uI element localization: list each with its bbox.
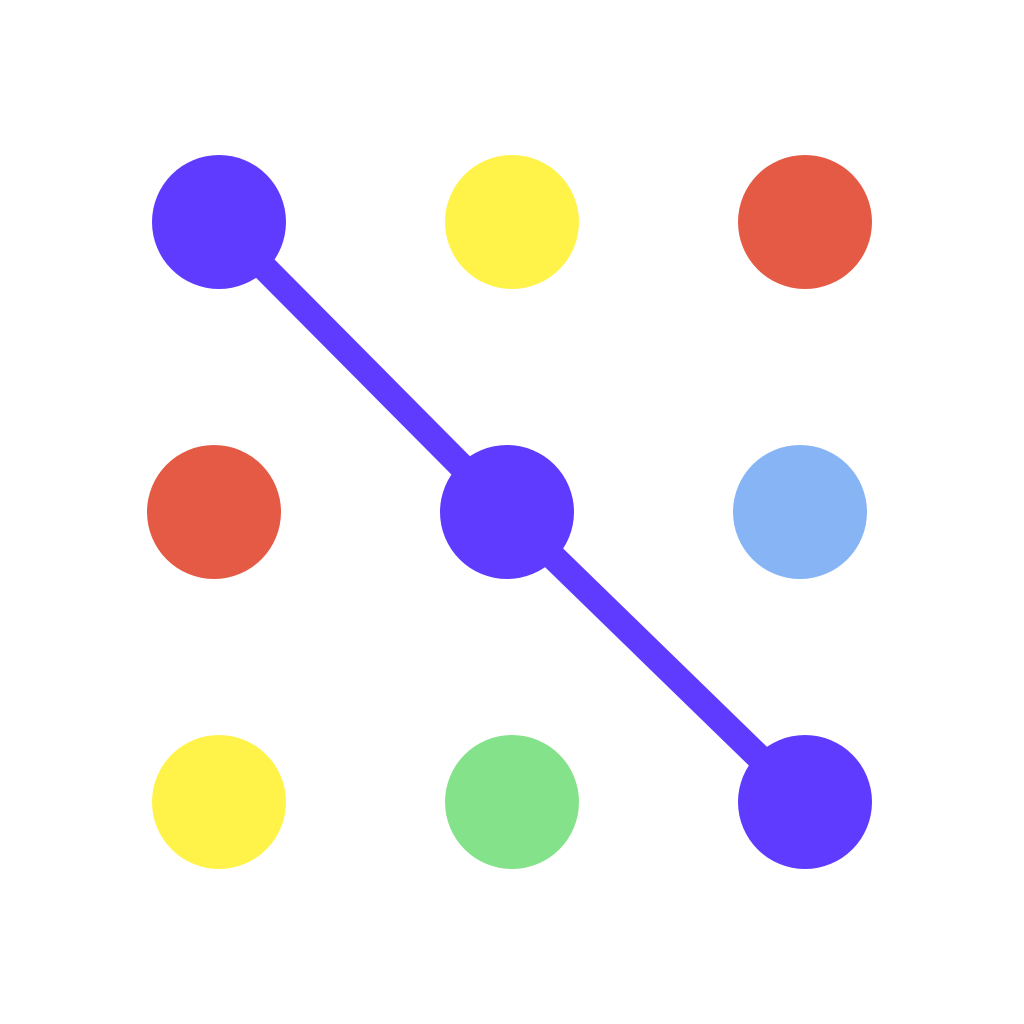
dot[interactable] (738, 735, 872, 869)
dot[interactable] (738, 155, 872, 289)
dot[interactable] (152, 155, 286, 289)
dot[interactable] (445, 735, 579, 869)
dot[interactable] (733, 445, 867, 579)
dot[interactable] (147, 445, 281, 579)
dot[interactable] (445, 155, 579, 289)
dot[interactable] (440, 445, 574, 579)
dot[interactable] (152, 735, 286, 869)
